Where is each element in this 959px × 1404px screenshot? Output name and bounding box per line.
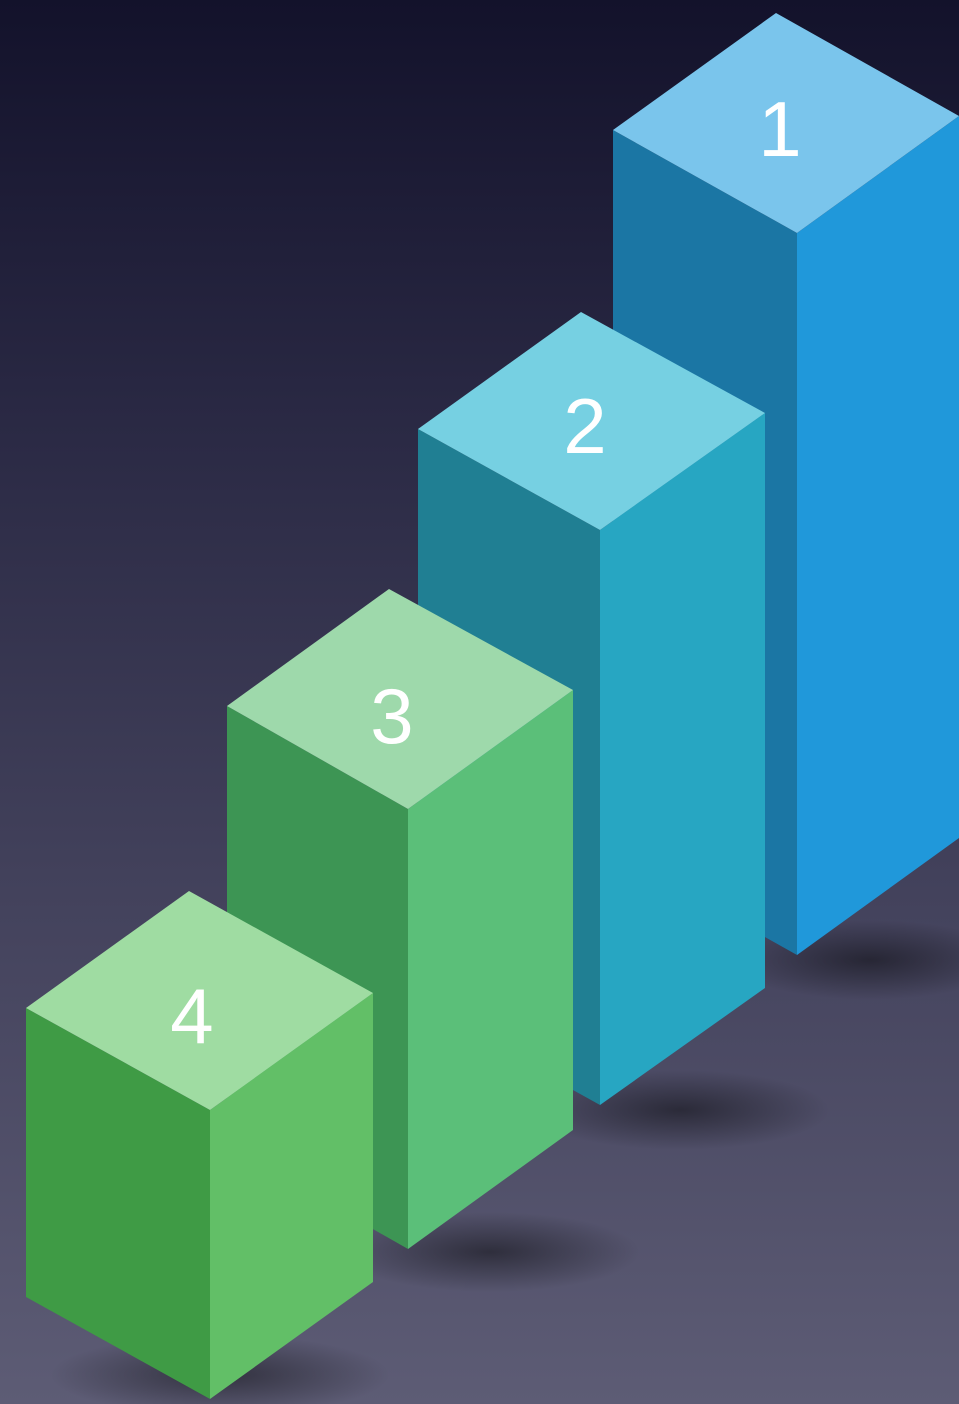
bar-top-face-1 [613,13,959,233]
bar-right-face-3 [408,690,573,1249]
bar-label-2: 2 [563,382,606,470]
bar-right-face-2 [600,413,765,1105]
bar-label-1: 1 [758,85,801,173]
bar-top-face-3 [227,589,573,809]
bar-4: 4 [26,891,373,1399]
bars-group: 1 2 3 4 [26,13,959,1399]
bar-right-face-4 [210,993,373,1399]
bar-label-3: 3 [370,672,413,760]
bar-left-face-4 [26,1008,210,1399]
bar-top-face-4 [26,891,373,1110]
bar-top-face-2 [418,312,765,530]
bar-label-4: 4 [170,972,213,1060]
bar-right-face-1 [797,116,959,955]
